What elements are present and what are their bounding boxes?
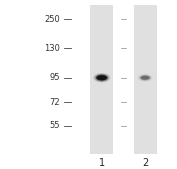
Ellipse shape bbox=[140, 75, 150, 80]
Ellipse shape bbox=[96, 75, 108, 81]
Ellipse shape bbox=[95, 74, 109, 82]
Ellipse shape bbox=[96, 75, 107, 80]
Bar bbox=[134, 5, 157, 154]
Text: 72: 72 bbox=[50, 98, 60, 107]
Ellipse shape bbox=[139, 75, 152, 81]
Ellipse shape bbox=[93, 73, 110, 82]
Ellipse shape bbox=[141, 76, 150, 80]
Text: 250: 250 bbox=[44, 15, 60, 24]
Text: 95: 95 bbox=[50, 73, 60, 82]
Ellipse shape bbox=[98, 76, 105, 80]
Text: 55: 55 bbox=[50, 121, 60, 130]
Ellipse shape bbox=[141, 76, 149, 80]
Text: 130: 130 bbox=[44, 44, 60, 53]
Ellipse shape bbox=[138, 74, 153, 82]
Ellipse shape bbox=[97, 75, 106, 80]
Text: 2: 2 bbox=[142, 158, 148, 168]
Bar bbox=[90, 5, 113, 154]
Text: 1: 1 bbox=[99, 158, 105, 168]
